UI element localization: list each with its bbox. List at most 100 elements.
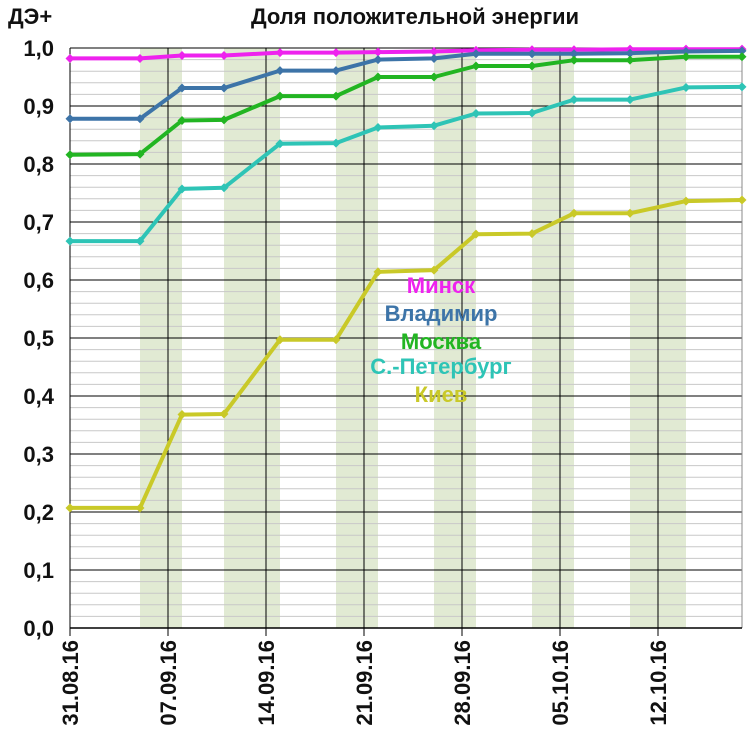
legend-item: Минск <box>407 273 476 298</box>
data-point <box>681 52 691 62</box>
x-tick-label: 14.09.16 <box>254 640 279 726</box>
data-point <box>177 83 187 93</box>
data-point <box>65 236 75 246</box>
data-point <box>527 229 537 239</box>
chart-title: Доля положительной энергии <box>251 4 579 29</box>
data-point <box>569 208 579 218</box>
data-point <box>681 82 691 92</box>
data-point <box>373 122 383 132</box>
data-point <box>373 72 383 82</box>
legend-item: Москва <box>401 329 482 354</box>
y-tick-label: 0,7 <box>23 210 54 235</box>
y-tick-label: 0,9 <box>23 94 54 119</box>
data-point <box>625 55 635 65</box>
y-tick-label: 0,2 <box>23 500 54 525</box>
y-tick-label: 0,1 <box>23 558 54 583</box>
data-point <box>681 196 691 206</box>
data-point <box>373 55 383 65</box>
data-point <box>527 61 537 71</box>
data-point <box>471 61 481 71</box>
y-tick-label: 0,5 <box>23 326 54 351</box>
data-point <box>625 95 635 105</box>
data-point <box>331 335 341 345</box>
data-point <box>219 51 229 61</box>
data-point <box>625 208 635 218</box>
series-line <box>69 54 742 157</box>
data-point <box>737 46 747 56</box>
data-point <box>219 83 229 93</box>
data-point <box>135 114 145 124</box>
series-lines <box>65 44 747 513</box>
data-point <box>429 53 439 63</box>
x-tick-label: 05.10.16 <box>548 640 573 726</box>
series-Москва <box>65 52 747 160</box>
data-point <box>219 409 229 419</box>
y-tick-label: 0,0 <box>23 616 54 641</box>
series-line <box>70 198 743 510</box>
data-point <box>135 149 145 159</box>
series-line <box>70 84 743 244</box>
data-point <box>471 49 481 59</box>
data-point <box>219 115 229 125</box>
data-point <box>737 52 747 62</box>
data-point <box>65 503 75 513</box>
data-point <box>625 48 635 58</box>
y-tick-labels: 0,0 0,1 0,2 0,3 0,4 0,5 0,6 0,7 0,8 0,9 1,0 <box>23 36 54 641</box>
data-point <box>275 139 285 149</box>
legend-item: Владимир <box>385 301 498 326</box>
series-Киев <box>65 195 747 513</box>
x-tick-label: 28.09.16 <box>450 640 475 726</box>
y-tick-label: 0,4 <box>23 384 54 409</box>
data-point <box>737 82 747 92</box>
data-point <box>429 265 439 275</box>
y-tick-label: 0,6 <box>23 268 54 293</box>
data-point <box>135 236 145 246</box>
data-point <box>65 114 75 124</box>
x-tick-label: 12.10.16 <box>646 640 671 726</box>
data-point <box>177 184 187 194</box>
data-point <box>429 121 439 131</box>
data-point <box>569 55 579 65</box>
data-point <box>275 91 285 101</box>
data-point <box>373 47 383 57</box>
data-point <box>275 335 285 345</box>
data-point <box>471 109 481 119</box>
data-point <box>569 49 579 59</box>
x-tick-label: 21.09.16 <box>352 640 377 726</box>
y-axis-label: ДЭ+ <box>8 4 52 29</box>
major-grid <box>70 47 742 629</box>
data-point <box>177 116 187 125</box>
x-tick-label: 07.09.16 <box>156 640 181 726</box>
y-tick-label: 0,3 <box>23 442 54 467</box>
legend-item: Киев <box>415 382 468 407</box>
data-point <box>331 48 341 58</box>
data-point <box>331 138 341 148</box>
series-С.-Петербург <box>65 82 747 246</box>
data-point <box>65 53 75 63</box>
data-point <box>681 46 691 56</box>
data-point <box>177 410 187 420</box>
data-point <box>135 53 145 63</box>
data-point <box>737 195 747 205</box>
data-point <box>177 51 187 61</box>
data-point <box>331 66 341 76</box>
data-point <box>65 150 75 160</box>
data-point <box>219 183 229 193</box>
data-point <box>569 95 579 105</box>
y-tick-label: 1,0 <box>23 36 54 61</box>
data-point <box>527 108 537 118</box>
series-line <box>70 47 742 61</box>
data-point <box>275 66 285 76</box>
x-tick-label: 31.08.16 <box>58 640 83 726</box>
data-point <box>471 229 481 239</box>
y-tick-label: 0,8 <box>23 152 54 177</box>
series-Владимир <box>65 46 747 124</box>
series-line <box>70 48 743 121</box>
data-point <box>429 46 439 56</box>
data-point <box>331 91 341 101</box>
data-point <box>527 49 537 59</box>
data-point <box>373 267 383 277</box>
vertical-grid <box>69 48 743 636</box>
